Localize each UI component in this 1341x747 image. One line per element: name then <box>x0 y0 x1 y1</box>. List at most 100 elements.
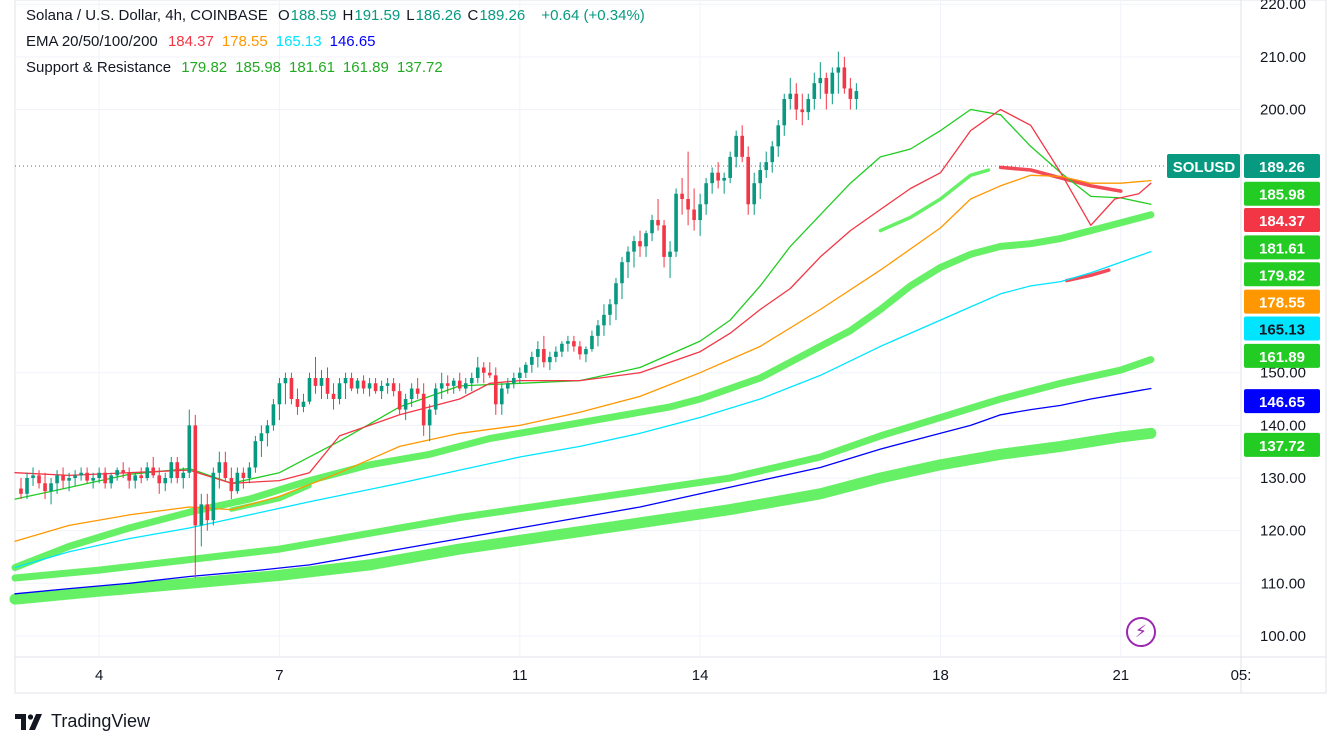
price-label-text: 185.98 <box>1259 187 1305 204</box>
sr-label: Support & Resistance <box>26 59 172 76</box>
candle-body <box>758 170 763 184</box>
candle-body <box>217 462 222 473</box>
candle-body <box>289 377 294 400</box>
candle-body <box>734 135 738 157</box>
tradingview-logo[interactable]: TradingView <box>15 711 150 732</box>
series-line <box>14 387 1152 595</box>
candle-body <box>295 399 300 407</box>
candle-body <box>319 377 324 386</box>
candle-body <box>518 372 522 378</box>
candle-body <box>277 383 282 405</box>
price-label-box <box>1244 181 1320 206</box>
series-line <box>229 483 312 512</box>
candle-body <box>818 77 823 84</box>
ohlc-values: O188.59 H191.59 L186.26 C189.26 <box>278 7 531 24</box>
candle-body <box>722 177 726 181</box>
ohlc-value-h: 191.59 <box>354 7 401 24</box>
series-line <box>1064 268 1111 283</box>
sr-legend[interactable]: Support & Resistance 179.82 185.98 181.61 1… <box>26 59 457 76</box>
candle-body <box>806 98 811 113</box>
ohlc-key-o: O <box>277 7 290 24</box>
candle-body <box>487 372 492 376</box>
candle-body <box>524 364 528 373</box>
candle-body <box>349 377 354 389</box>
candle-body <box>115 470 119 476</box>
candle-body <box>439 383 444 389</box>
candle-body <box>698 204 702 221</box>
candle-body <box>692 209 696 221</box>
candle-body <box>97 472 101 479</box>
candle-body <box>337 383 342 400</box>
candle-body <box>55 475 59 484</box>
price-label-box <box>1244 316 1320 341</box>
y-tick-label: 210.00 <box>1260 49 1306 66</box>
ema-value-3: 146.65 <box>329 33 376 50</box>
lightning-icon[interactable]: ⚡ <box>1126 617 1156 647</box>
candle-body <box>157 475 162 484</box>
ohlc-key-c: C <box>467 7 479 24</box>
candle-body <box>493 375 498 405</box>
candle-body <box>43 483 47 492</box>
chart-frame <box>14 0 1327 694</box>
candle-body <box>481 367 486 373</box>
candle-body <box>31 475 35 479</box>
candle-body <box>764 162 769 171</box>
ema-value-2: 165.13 <box>275 33 322 50</box>
series-line <box>878 168 991 233</box>
candle-body <box>109 475 113 484</box>
sr-value-1: 185.98 <box>235 59 282 76</box>
candle-body <box>391 383 396 392</box>
ohlc-value-c: 189.26 <box>479 7 526 24</box>
candle-body <box>331 393 336 400</box>
candle-body <box>229 478 234 492</box>
y-tick-label: 220.00 <box>1260 0 1306 13</box>
candle-body <box>578 346 582 355</box>
y-tick-label: 150.00 <box>1260 365 1306 382</box>
symbol-tag <box>1167 154 1240 179</box>
candle-body <box>85 472 89 481</box>
candle-body <box>211 472 216 521</box>
ema-legend[interactable]: EMA 20/50/100/200 184.37 178.55 165.13 146.… <box>26 33 390 50</box>
candle-body <box>355 380 360 389</box>
candle-body <box>265 425 270 434</box>
candle-body <box>409 388 414 400</box>
candle-body <box>728 156 732 178</box>
price-label-text: 137.72 <box>1259 438 1305 455</box>
candle-body <box>788 93 793 99</box>
candle-body <box>830 72 835 94</box>
candle-body <box>343 377 348 384</box>
y-tick-label: 120.00 <box>1260 523 1306 540</box>
candle-body <box>325 377 330 394</box>
sr-values: 179.82 185.98 181.61 161.89 137.72 <box>181 59 450 76</box>
candle-body <box>674 193 678 252</box>
candle-body <box>680 193 684 199</box>
symbol-title: Solana / U.S. Dollar, 4h, COINBASE <box>26 7 268 24</box>
candle-body <box>205 504 210 521</box>
candle-body <box>133 475 137 481</box>
price-label-text: 165.13 <box>1259 322 1305 339</box>
candle-body <box>49 483 53 492</box>
candle-body <box>572 341 576 347</box>
candle-body <box>259 433 264 442</box>
candle-body <box>175 462 180 479</box>
candle-body <box>638 241 642 247</box>
candle-body <box>247 467 252 479</box>
candle-body <box>421 393 426 426</box>
candle-body <box>385 383 390 386</box>
candle-body <box>457 380 462 389</box>
candle-body <box>451 380 456 386</box>
price-label-box <box>1244 343 1320 368</box>
series-line <box>998 165 1123 193</box>
candle-body <box>475 367 480 378</box>
candle-body <box>79 472 83 476</box>
brand-name: TradingView <box>51 711 151 731</box>
tradingview-icon <box>15 713 42 730</box>
ema-value-0: 184.37 <box>167 33 214 50</box>
candle-body <box>463 383 468 389</box>
candle-body <box>776 125 781 147</box>
price-label-text: 179.82 <box>1259 267 1305 284</box>
candle-body <box>19 488 23 494</box>
candle-body <box>746 156 750 205</box>
price-label-box <box>1244 208 1320 233</box>
